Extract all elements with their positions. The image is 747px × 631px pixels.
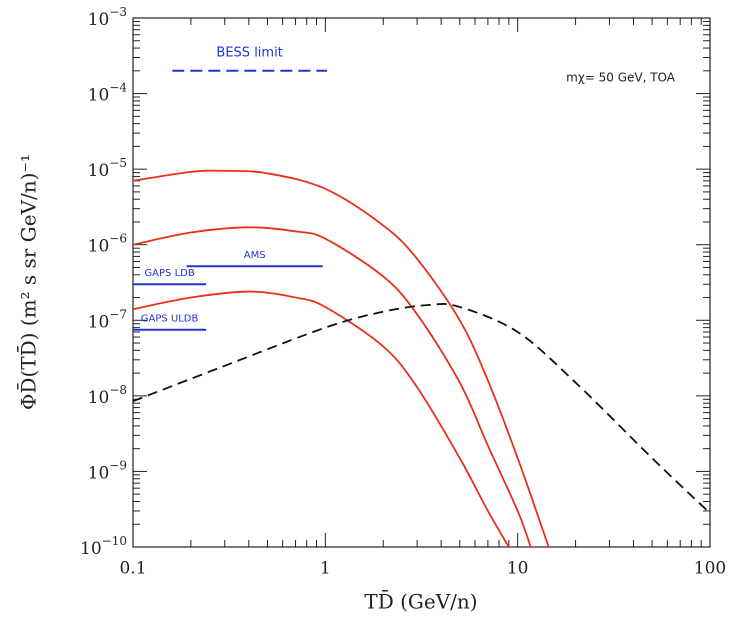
y-tick-label: 10−10 (80, 534, 127, 559)
y-tick-label: 10−5 (88, 156, 127, 181)
flux-curve (132, 303, 711, 514)
y-tick-label: 10−4 (88, 80, 128, 105)
limit-label: BESS limit (216, 45, 282, 60)
y-tick-label: 10−8 (88, 382, 127, 407)
limit-label: GAPS ULDB (141, 314, 199, 325)
x-tick-label: 10 (507, 559, 529, 579)
x-axis-label: TD̄ (GeV/n) (364, 589, 477, 614)
flux-curve (132, 290, 510, 548)
y-tick-label: 10−3 (88, 5, 127, 30)
flux-curve (132, 226, 532, 548)
x-tick-label: 1 (320, 559, 331, 579)
limit-label: AMS (244, 250, 266, 261)
flux-curve (132, 169, 550, 548)
y-tick-label: 10−7 (88, 307, 127, 332)
y-axis-label: ΦD̄(TD̄) (m² s sr GeV/n)⁻¹ (16, 154, 41, 410)
y-tick-label: 10−9 (88, 458, 127, 483)
y-tick-label: 10−6 (88, 231, 127, 256)
x-tick-label: 100 (694, 559, 726, 579)
plot-frame (132, 17, 711, 548)
limit-label: GAPS LDB (144, 268, 194, 279)
annotation: mχ= 50 GeV, TOA (566, 71, 676, 85)
x-tick-label: 0.1 (119, 559, 146, 579)
